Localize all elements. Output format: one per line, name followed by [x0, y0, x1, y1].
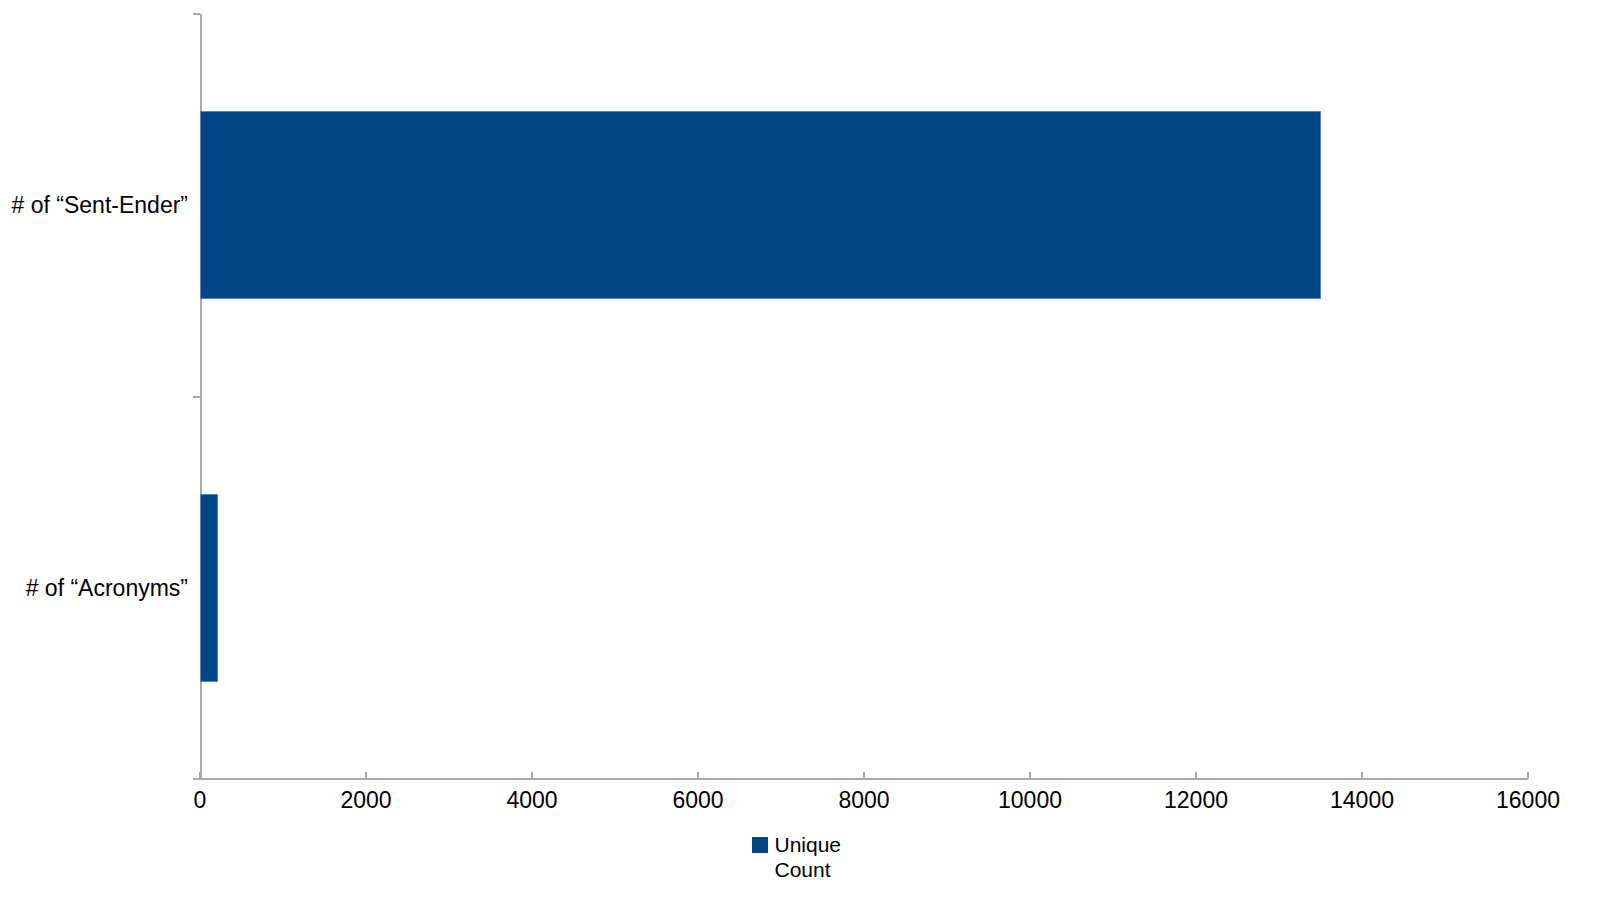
bar-0 [200, 111, 1321, 299]
x-tick-label-16000: 16000 [1496, 787, 1560, 814]
x-axis-tick [1029, 772, 1031, 779]
x-tick-label-14000: 14000 [1330, 787, 1394, 814]
legend-swatch-unique-count [752, 837, 768, 853]
y-axis-tick [193, 396, 200, 398]
x-tick-label-4000: 4000 [506, 787, 557, 814]
x-axis-tick [697, 772, 699, 779]
x-axis-tick [365, 772, 367, 779]
x-axis-tick [1195, 772, 1197, 779]
legend: Unique Count [0, 832, 1600, 882]
x-axis-tick [531, 772, 533, 779]
x-tick-label-8000: 8000 [838, 787, 889, 814]
x-axis-tick [199, 772, 201, 779]
legend-label: Unique Count [775, 832, 849, 882]
x-tick-label-6000: 6000 [672, 787, 723, 814]
category-label-1: # of “Acronyms” [0, 575, 188, 602]
x-tick-label-10000: 10000 [998, 787, 1062, 814]
x-axis-line [193, 778, 1528, 780]
y-axis-tick [193, 13, 200, 15]
x-axis-tick [1361, 772, 1363, 779]
bar-1 [200, 494, 218, 682]
x-axis-tick [1527, 772, 1529, 779]
x-tick-label-12000: 12000 [1164, 787, 1228, 814]
category-label-0: # of “Sent-Ender” [0, 192, 188, 219]
x-axis-tick [863, 772, 865, 779]
chart-canvas: 0 2000 4000 6000 8000 10000 12000 14000 16000 # o… [0, 0, 1600, 900]
x-tick-label-2000: 2000 [340, 787, 391, 814]
x-tick-label-0: 0 [194, 787, 207, 814]
